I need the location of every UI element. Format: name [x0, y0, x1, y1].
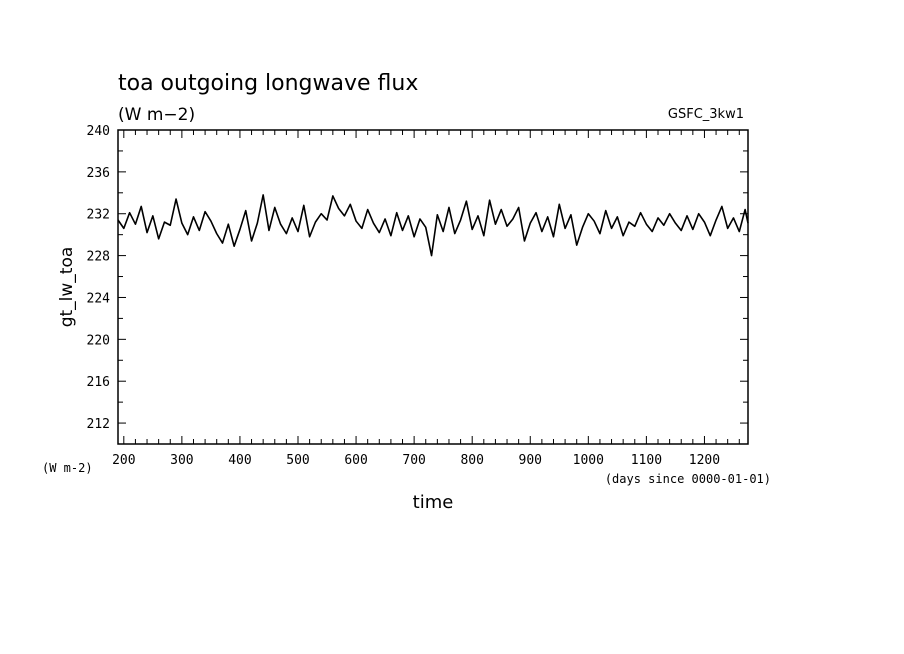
y-tick-label: 236: [87, 166, 110, 181]
x-tick-label: 900: [519, 453, 542, 468]
x-axis-ticks: [123, 130, 740, 444]
x-tick-label: 700: [402, 453, 425, 468]
chart-title: toa outgoing longwave flux: [118, 71, 418, 96]
x-tick-label: 1000: [573, 453, 604, 468]
y-axis-label: gt_lw_toa: [57, 247, 77, 328]
y-axis-units: (W m-2): [42, 461, 93, 475]
y-tick-label: 212: [87, 417, 110, 432]
x-axis-units: (days since 0000-01-01): [605, 472, 771, 486]
x-tick-label: 300: [170, 453, 193, 468]
run-label: GSFC_3kw1: [668, 107, 744, 122]
y-tick-label: 224: [87, 291, 111, 306]
x-axis-tick-labels: 200 300 400 500 600 700 800 900 1000 1100 1200: [112, 453, 720, 468]
x-tick-label: 800: [460, 453, 483, 468]
chart-subtitle: (W m−2): [118, 105, 195, 125]
x-tick-label: 400: [228, 453, 251, 468]
y-tick-label: 216: [87, 375, 110, 390]
y-axis-tick-labels: 212 216 220 224 228 232 236 240: [87, 124, 111, 432]
series-line: [117, 194, 749, 257]
y-tick-label: 220: [87, 333, 110, 348]
y-tick-label: 228: [87, 250, 110, 265]
x-tick-label: 1200: [689, 453, 720, 468]
x-tick-label: 500: [286, 453, 309, 468]
plot-frame: [117, 129, 749, 445]
y-axis-ticks: [118, 150, 748, 424]
y-tick-label: 232: [87, 208, 110, 223]
x-axis-label: time: [413, 492, 454, 513]
y-tick-label: 240: [87, 124, 110, 139]
x-tick-label: 1100: [631, 453, 662, 468]
x-tick-label: 600: [344, 453, 367, 468]
x-tick-label: 200: [112, 453, 135, 468]
